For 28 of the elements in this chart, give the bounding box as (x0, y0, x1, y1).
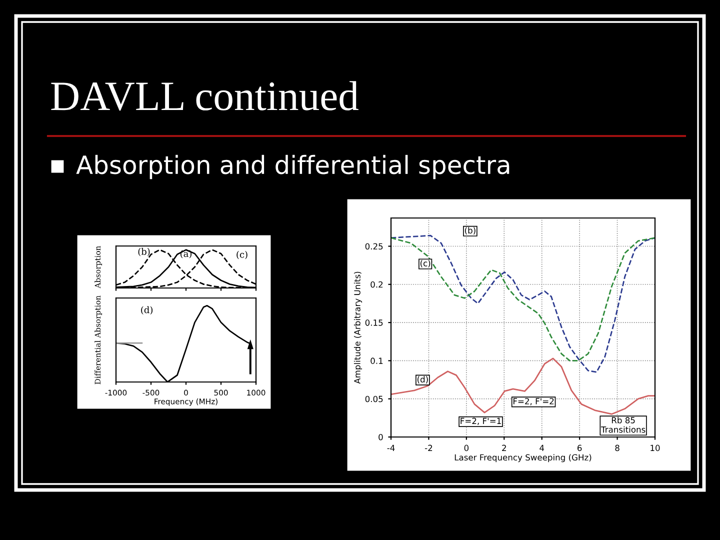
x-tick-label: 2 (502, 444, 506, 451)
y-tick-label: 0 (378, 434, 383, 440)
annotation: (d) (418, 376, 428, 384)
y-tick-label: 0.15 (365, 320, 383, 326)
annotation: (c) (236, 250, 248, 260)
x-tick-label: -2 (424, 444, 432, 451)
x-tick-label: 6 (578, 444, 582, 452)
chart-title: DAVLL continued (51, 81, 358, 111)
line-series (391, 358, 655, 415)
chart-subtitle: Absorption and differential spectra (76, 154, 510, 180)
x-tick-label: 8 (615, 444, 620, 452)
y-tick-label: 0.2 (370, 281, 383, 288)
annotation: Rb 85 Transitions (600, 416, 646, 433)
annotation: (b) (138, 248, 150, 256)
y-axis-title: Amplitude (Arbitrary Units) (354, 272, 362, 384)
y-tick-label: 0.05 (365, 396, 383, 402)
y-tick-label: 0.25 (365, 243, 383, 250)
x-tick-label: 4 (540, 444, 544, 451)
annotation: (b) (465, 227, 476, 235)
annotation: (d) (141, 306, 152, 314)
x-tick-label: 10 (650, 444, 660, 452)
annotation: F=2, F'=2 (514, 398, 554, 406)
annotation: (c) (420, 260, 430, 268)
x-axis-title: Laser Frequency Sweeping (GHz) (454, 454, 592, 462)
x-tick-label: -4 (387, 444, 395, 451)
y-tick-label: 0.1 (370, 358, 383, 364)
annotation: F=2, F'=1 (460, 418, 501, 425)
x-tick-label: 0 (464, 444, 469, 452)
